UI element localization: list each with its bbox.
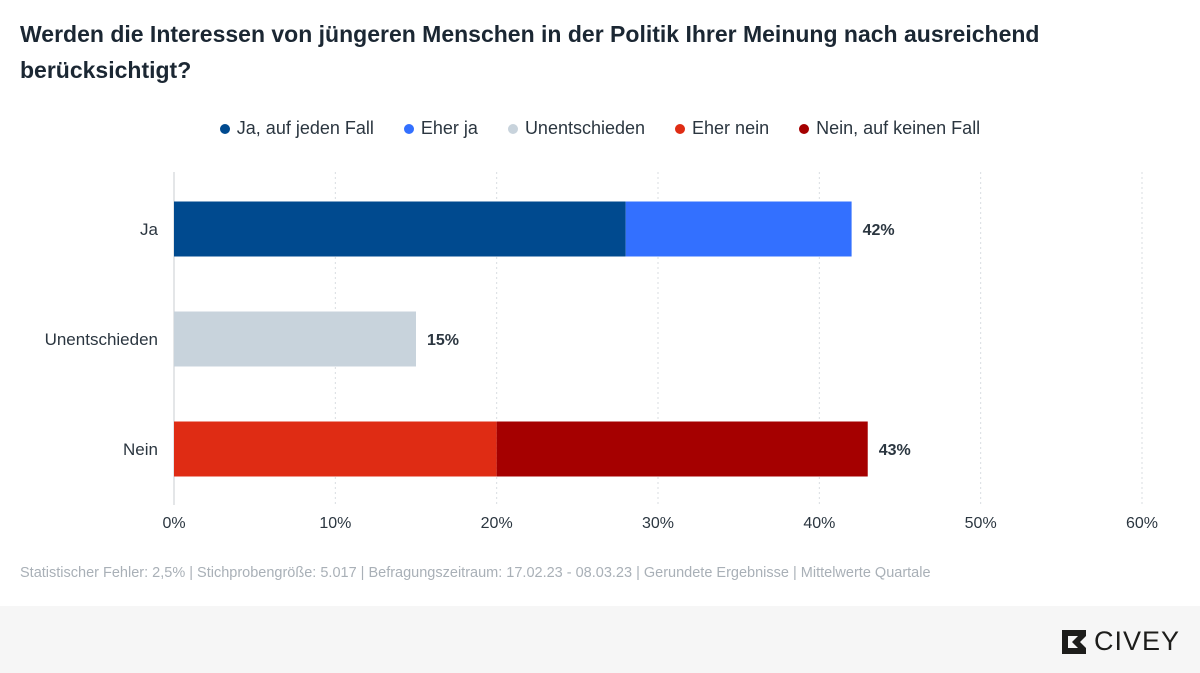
brand-logo: CIVEY [1060, 626, 1180, 657]
legend-label: Eher ja [420, 118, 478, 138]
legend-label: Eher nein [692, 118, 770, 138]
legend-item-ja-auf-jeden-fall: Ja, auf jeden Fall [219, 118, 374, 139]
bar-nein-eher-nein [174, 421, 497, 477]
x-tick-label: 40% [803, 515, 835, 532]
x-tick-label: 60% [1126, 515, 1158, 532]
x-tick-label: 0% [162, 515, 185, 532]
legend-item-nein-auf-keinen-fall: Nein, auf keinen Fall [799, 118, 980, 139]
x-tick-label: 50% [965, 515, 997, 532]
category-label: Nein [123, 440, 158, 459]
footer-bar: CIVEY [0, 606, 1200, 673]
legend-label: Ja, auf jeden Fall [236, 118, 374, 138]
legend-label: Nein, auf keinen Fall [816, 118, 981, 138]
footnote: Statistischer Fehler: 2,5% | Stichproben… [20, 565, 931, 581]
civey-logo-icon [1061, 629, 1086, 654]
x-tick-label: 10% [319, 515, 351, 532]
category-label: Ja [140, 220, 159, 239]
x-tick-label: 30% [642, 515, 674, 532]
legend-dot-icon [799, 123, 810, 134]
bar-chart: 0% 10% 20% 30% 40% 50% 60% Ja 42% Unentschieden 15… [45, 172, 1158, 532]
bar-unentschieden-unentschieden [174, 311, 416, 367]
data-label-total: 43% [879, 442, 911, 459]
brand-name: CIVEY [1093, 626, 1180, 656]
legend-dot-icon [219, 123, 230, 134]
bar-nein-nein-auf-keinen-fall [496, 421, 868, 477]
category-label: Unentschieden [45, 330, 158, 349]
x-tick-label: 20% [481, 515, 513, 532]
legend-item-eher-ja: Eher ja [403, 118, 478, 139]
chart-title: Werden die Interessen von jüngeren Mensc… [20, 21, 1040, 83]
chart-legend: Ja, auf jeden Fall Eher ja Unentschieden… [0, 118, 1200, 139]
data-label-total: 15% [427, 332, 459, 349]
legend-item-eher-nein: Eher nein [675, 118, 769, 139]
bar-ja-eher-ja [625, 201, 852, 257]
legend-item-unentschieden: Unentschieden [507, 118, 646, 139]
legend-dot-icon [507, 123, 518, 134]
legend-dot-icon [403, 123, 414, 134]
legend-label: Unentschieden [524, 118, 646, 138]
bar-ja-ja-auf-jeden-fall [174, 201, 626, 257]
legend-dot-icon [675, 123, 686, 134]
data-label-total: 42% [863, 222, 895, 239]
